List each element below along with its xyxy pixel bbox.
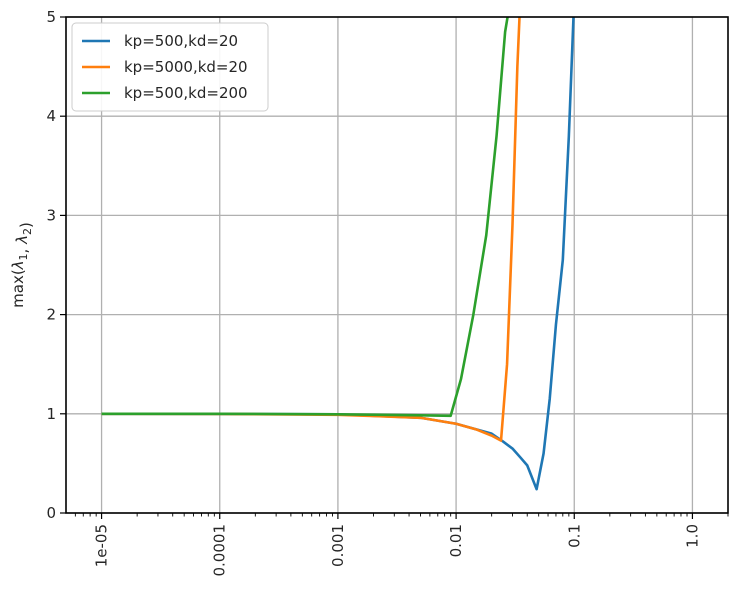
legend: kp=500,kd=20 kp=5000,kd=20 kp=500,kd=200 [71,22,269,112]
y-axis: 0 1 2 3 4 5 [46,8,66,522]
legend-entry: kp=500,kd=200 [124,84,248,102]
legend-entry: kp=5000,kd=20 [124,58,248,76]
x-axis: 1e-05 0.0001 0.001 0.01 0.1 1.0 [74,513,729,577]
y-tick-label: 2 [46,306,56,324]
x-tick-label: 1e-05 [93,524,111,567]
x-tick-label: 1.0 [683,524,701,548]
y-axis-label: max(λ1, λ2) [9,222,35,308]
series-line-3 [101,17,509,418]
legend-box [71,22,269,112]
x-tick-label: 0.001 [329,524,347,567]
y-tick-label: 3 [46,206,56,224]
legend-entry: kp=500,kd=20 [124,32,238,50]
y-tick-label: 0 [46,504,56,522]
series-lines [101,17,575,491]
x-tick-label: 0.0001 [211,524,229,577]
y-tick-label: 5 [46,8,56,26]
x-tick-label: 0.1 [565,524,583,548]
y-tick-label: 4 [46,107,56,125]
y-tick-label: 1 [46,405,56,423]
plot-frame [65,16,729,514]
x-tick-label: 0.01 [447,524,465,557]
